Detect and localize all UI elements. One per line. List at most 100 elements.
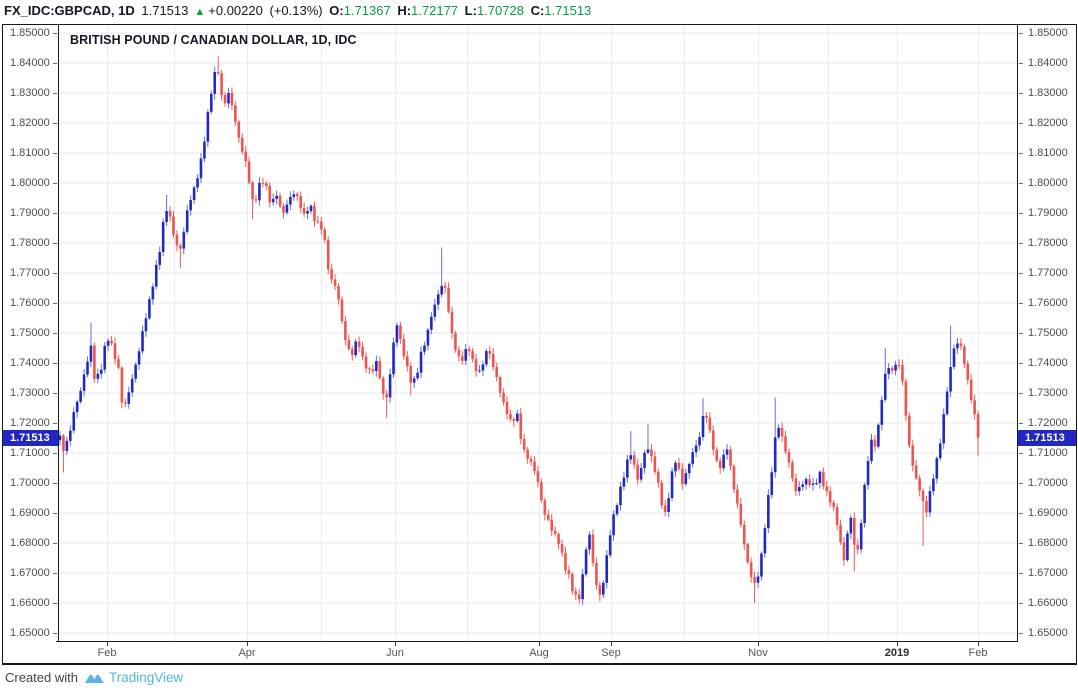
chart-title: BRITISH POUND / CANADIAN DOLLAR, 1D, IDC (70, 33, 357, 47)
y-axis-label: 1.68000 (1028, 536, 1068, 549)
y-axis-label: 1.72000 (10, 416, 50, 429)
time-tick (978, 642, 979, 646)
y-tick (53, 93, 57, 94)
time-tick (611, 642, 612, 646)
y-tick (1019, 633, 1023, 634)
time-axis-label: Feb (968, 647, 988, 659)
high-label: H: (397, 3, 412, 18)
y-axis-label: 1.66000 (1028, 596, 1068, 609)
time-tick (395, 642, 396, 646)
time-axis-label: Aug (529, 647, 549, 659)
y-axis-label: 1.70000 (10, 476, 50, 489)
open-value: 1.71367 (343, 3, 391, 18)
y-tick (53, 33, 57, 34)
y-axis-label: 1.84000 (10, 56, 50, 69)
right-price-axis[interactable]: 1.85000 1.84000 1.83000 1.82000 1.81000 1.800… (1018, 25, 1076, 641)
y-axis-label: 1.73000 (10, 386, 50, 399)
time-axis-label: 2019 (884, 647, 910, 659)
y-axis-label: 1.75000 (10, 326, 50, 339)
y-tick (53, 333, 57, 334)
y-tick (53, 273, 57, 274)
y-axis-label: 1.80000 (1028, 176, 1068, 189)
time-axis-label: Sep (601, 647, 621, 659)
y-tick (53, 543, 57, 544)
time-axis-label: Nov (748, 647, 768, 659)
y-axis-label: 1.74000 (10, 356, 50, 369)
y-axis-label: 1.76000 (10, 296, 50, 309)
y-tick (1019, 273, 1023, 274)
y-axis-label: 1.76000 (1028, 296, 1068, 309)
y-tick (1019, 453, 1023, 454)
y-axis-label: 1.83000 (10, 86, 50, 99)
y-axis-label: 1.66000 (10, 596, 50, 609)
tradingview-brand-text: TradingView (108, 669, 184, 685)
y-axis-label: 1.78000 (10, 236, 50, 249)
price-badge-left: 1.71513 (3, 430, 58, 446)
y-axis-label: 1.82000 (1028, 116, 1068, 129)
symbol-interval: FX_IDC:GBPCAD, 1D (4, 3, 135, 18)
y-axis-label: 1.73000 (1028, 386, 1068, 399)
y-tick (53, 603, 57, 604)
y-tick (53, 453, 57, 454)
y-axis-label: 1.72000 (1028, 416, 1068, 429)
y-axis-label: 1.77000 (10, 266, 50, 279)
y-tick (53, 573, 57, 574)
y-tick (1019, 303, 1023, 304)
tradingview-mountain-icon (84, 673, 104, 683)
y-tick (1019, 603, 1023, 604)
y-tick (1019, 93, 1023, 94)
close-value: 1.71513 (544, 3, 592, 18)
y-tick (1019, 363, 1023, 364)
y-axis-label: 1.80000 (10, 176, 50, 189)
y-axis-label: 1.81000 (10, 146, 50, 159)
y-axis-label: 1.65000 (10, 626, 50, 639)
y-axis-label: 1.81000 (1028, 146, 1068, 159)
up-triangle-icon: ▲ (194, 6, 206, 18)
y-axis-label: 1.67000 (10, 566, 50, 579)
y-axis-label: 1.75000 (1028, 326, 1068, 339)
y-axis-label: 1.85000 (10, 26, 50, 39)
chart-plot[interactable]: BRITISH POUND / CANADIAN DOLLAR, 1D, IDC (59, 25, 1017, 641)
y-tick (53, 183, 57, 184)
y-axis-label: 1.71000 (10, 446, 50, 459)
footer: Created with TradingView (5, 665, 183, 689)
y-tick (53, 123, 57, 124)
change-abs: +0.00220 (208, 3, 263, 18)
time-tick (539, 642, 540, 646)
y-axis-label: 1.67000 (1028, 566, 1068, 579)
y-tick (1019, 183, 1023, 184)
plot-bottom-border (56, 641, 1018, 642)
change-pct: (+0.13%) (269, 3, 323, 18)
y-tick (1019, 573, 1023, 574)
y-tick (1019, 33, 1023, 34)
y-tick (1019, 213, 1023, 214)
y-axis-label: 1.68000 (10, 536, 50, 549)
time-axis-label: Feb (97, 647, 117, 659)
time-axis[interactable]: Feb Apr Jun Aug Sep Nov 2019 Feb (3, 642, 1076, 663)
last-price: 1.71513 (141, 3, 189, 18)
y-axis-label: 1.79000 (10, 206, 50, 219)
time-tick (107, 642, 108, 646)
time-tick (758, 642, 759, 646)
candles-svg (59, 25, 1017, 641)
plot-left-border (58, 25, 59, 641)
y-tick (1019, 153, 1023, 154)
time-tick (247, 642, 248, 646)
y-tick (1019, 483, 1023, 484)
y-axis-label: 1.85000 (1028, 26, 1068, 39)
created-with-text: Created with (5, 669, 78, 685)
y-tick (1019, 123, 1023, 124)
time-axis-label: Apr (238, 647, 256, 659)
tradingview-link[interactable]: TradingView (84, 670, 183, 685)
y-axis-label: 1.77000 (1028, 266, 1068, 279)
y-tick (53, 243, 57, 244)
plot-right-border (1017, 25, 1018, 641)
open-label: O: (329, 3, 344, 18)
time-axis-label: Jun (386, 647, 404, 659)
y-tick (1019, 63, 1023, 64)
y-tick (53, 633, 57, 634)
left-price-axis[interactable]: 1.85000 1.84000 1.83000 1.82000 1.81000 1.800… (3, 25, 58, 641)
y-axis-label: 1.69000 (10, 506, 50, 519)
high-value: 1.72177 (411, 3, 459, 18)
